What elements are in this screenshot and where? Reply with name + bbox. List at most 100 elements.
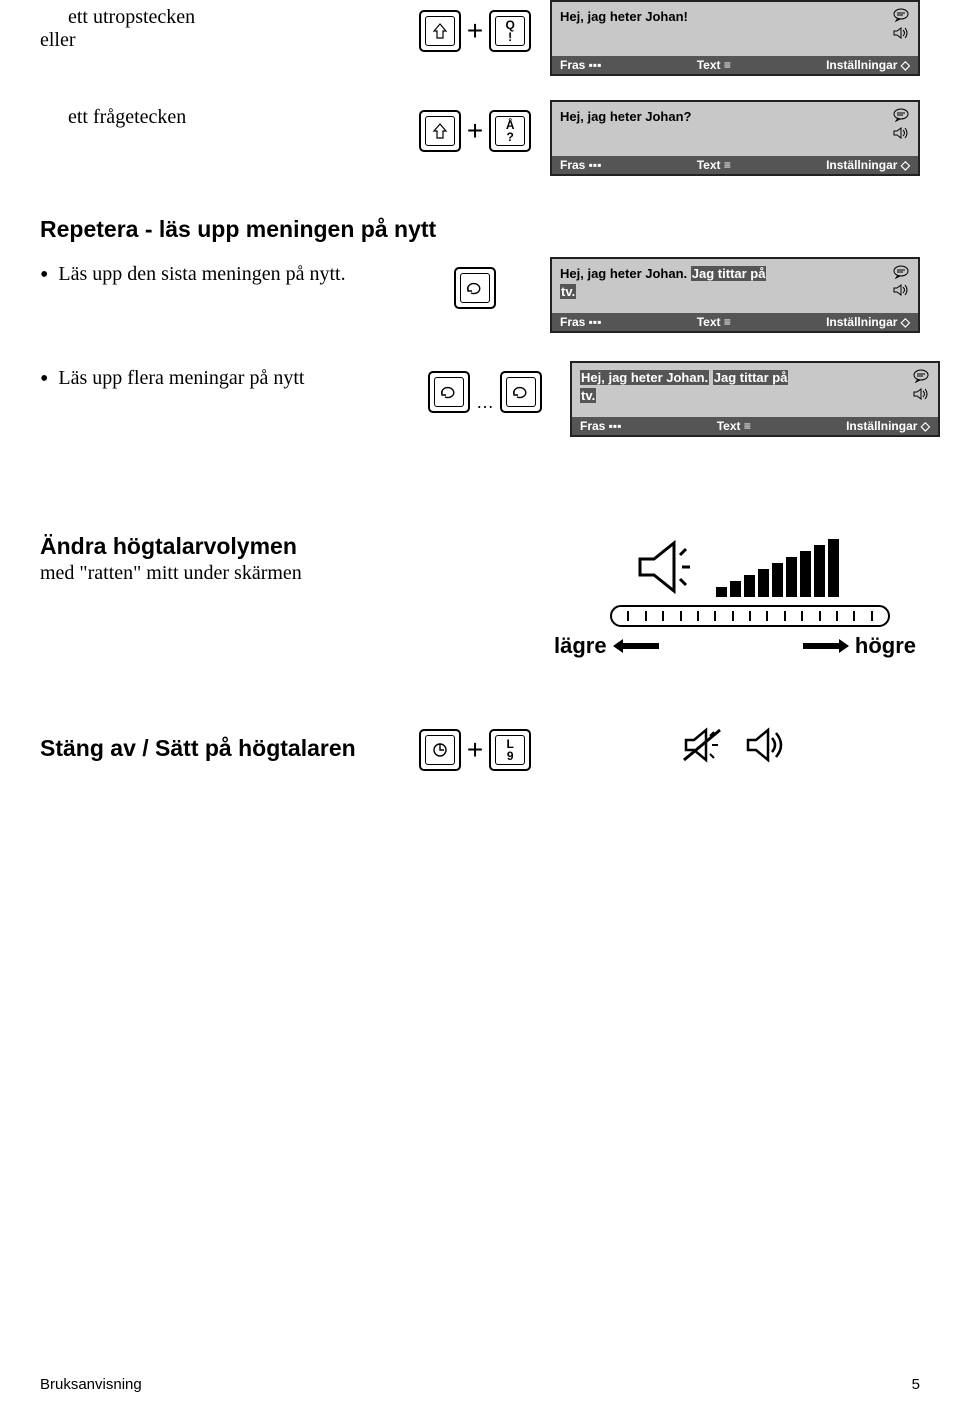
speech-bubble-icon bbox=[892, 8, 910, 22]
key-label-bot: ! bbox=[508, 31, 512, 43]
bullet-icon: • bbox=[40, 369, 48, 389]
vol-higher-group: högre bbox=[803, 633, 916, 659]
bar-inst: Inställningar ◇ bbox=[826, 158, 910, 172]
screen-text: Hej, jag heter Johan! bbox=[560, 8, 688, 26]
screen-content: Hej, jag heter Johan! bbox=[552, 2, 918, 56]
shift-key-icon bbox=[419, 10, 461, 52]
vol-tick bbox=[766, 611, 768, 621]
left-text: • Läs upp flera meningar på nytt bbox=[40, 361, 400, 390]
screen-side-icons bbox=[892, 108, 910, 140]
repeat-key-icon bbox=[428, 371, 470, 413]
repeat-key-icon bbox=[454, 267, 496, 309]
screen-part-a: Hej, jag heter Johan. bbox=[560, 266, 687, 281]
vol-tick bbox=[662, 611, 664, 621]
plus-icon: + bbox=[467, 115, 483, 147]
vol-tick bbox=[836, 611, 838, 621]
row-speaker-toggle: Stäng av / Sätt på högtalaren + L9 bbox=[40, 719, 920, 771]
screen-text: Hej, jag heter Johan. Jag tittar på tv. bbox=[580, 369, 788, 405]
volume-subtitle: med "ratten" mitt under skärmen bbox=[40, 562, 460, 585]
screen-side-icons bbox=[892, 8, 910, 40]
vol-bar bbox=[800, 551, 811, 597]
bar-inst: Inställningar ◇ bbox=[846, 419, 930, 433]
lcd-screen-1: Hej, jag heter Johan! Fras ▪▪▪ Text ≡ In… bbox=[550, 0, 920, 76]
vol-bar bbox=[828, 539, 839, 597]
screen-highlight-b: Jag tittar på bbox=[713, 370, 789, 385]
screen-menu-bar: Fras ▪▪▪ Text ≡ Inställningar ◇ bbox=[552, 56, 918, 74]
screen-menu-bar: Fras ▪▪▪ Text ≡ Inställningar ◇ bbox=[552, 313, 918, 331]
screen-side-icons bbox=[912, 369, 930, 401]
text-fragetecken: ett frågetecken bbox=[40, 106, 400, 129]
left-text: ett utropstecken eller bbox=[40, 0, 400, 52]
large-speaker-icon bbox=[632, 537, 702, 597]
vol-tick bbox=[784, 611, 786, 621]
heading-volume: Ändra högtalarvolymen bbox=[40, 533, 460, 560]
vol-bar bbox=[744, 575, 755, 597]
q-key: Q! bbox=[489, 10, 531, 52]
screen-col: Hej, jag heter Johan. Jag tittar på tv. … bbox=[570, 361, 940, 437]
screen-highlight-a: Hej, jag heter Johan. bbox=[580, 370, 709, 385]
vol-higher-label: högre bbox=[855, 633, 916, 659]
speech-bubble-icon bbox=[892, 265, 910, 279]
plus-icon: + bbox=[467, 734, 483, 766]
row-volume: Ändra högtalarvolymen med "ratten" mitt … bbox=[40, 527, 920, 669]
keys-repeat-many: … bbox=[400, 361, 570, 413]
speaker-on-icon bbox=[744, 726, 788, 764]
vol-tick bbox=[819, 611, 821, 621]
bullet-icon: • bbox=[40, 265, 48, 285]
speaker-mute-icon bbox=[682, 726, 726, 764]
volume-slider bbox=[610, 605, 890, 627]
lcd-screen-4: Hej, jag heter Johan. Jag tittar på tv. … bbox=[570, 361, 940, 437]
lcd-screen-2: Hej, jag heter Johan? Fras ▪▪▪ Text ≡ In… bbox=[550, 100, 920, 176]
volume-diagram-wrap: lägre högre bbox=[460, 527, 920, 669]
keys-exclamation: + Q! bbox=[400, 0, 550, 52]
bar-text: Text ≡ bbox=[717, 419, 751, 433]
ellipsis-icon: … bbox=[476, 392, 494, 413]
speaker-icon bbox=[892, 283, 910, 297]
vol-tick bbox=[749, 611, 751, 621]
bar-text: Text ≡ bbox=[697, 315, 731, 329]
left-text: • Läs upp den sista meningen på nytt. bbox=[40, 257, 400, 286]
row-question: ett frågetecken + Å? Hej, jag heter Joha… bbox=[40, 100, 920, 176]
row-repeat-many: • Läs upp flera meningar på nytt … Hej, … bbox=[40, 361, 920, 437]
screen-text: Hej, jag heter Johan? bbox=[560, 108, 691, 126]
screen-side-icons bbox=[892, 265, 910, 297]
heading-speaker-toggle: Stäng av / Sätt på högtalaren bbox=[40, 735, 400, 762]
text-utropstecken: ett utropstecken bbox=[40, 6, 400, 29]
bar-fras: Fras ▪▪▪ bbox=[560, 315, 601, 329]
repeat-key-icon bbox=[500, 371, 542, 413]
bar-inst: Inställningar ◇ bbox=[826, 315, 910, 329]
bar-fras: Fras ▪▪▪ bbox=[560, 58, 601, 72]
arrow-right-icon bbox=[803, 639, 849, 653]
vol-lower-group: lägre bbox=[554, 633, 659, 659]
footer-page-number: 5 bbox=[912, 1376, 920, 1393]
heading-repetera: Repetera - läs upp meningen på nytt bbox=[40, 216, 920, 243]
screen-menu-bar: Fras ▪▪▪ Text ≡ Inställningar ◇ bbox=[552, 156, 918, 174]
vol-tick bbox=[732, 611, 734, 621]
bar-inst: Inställningar ◇ bbox=[826, 58, 910, 72]
screen-col: Hej, jag heter Johan. Jag tittar på tv. … bbox=[550, 257, 920, 333]
screen-menu-bar: Fras ▪▪▪ Text ≡ Inställningar ◇ bbox=[572, 417, 938, 435]
keys-repeat bbox=[400, 257, 550, 309]
speech-bubble-icon bbox=[892, 108, 910, 122]
bullet-item: • Läs upp den sista meningen på nytt. bbox=[40, 263, 400, 286]
speaker-icon bbox=[892, 126, 910, 140]
vol-tick bbox=[853, 611, 855, 621]
volume-top bbox=[550, 537, 920, 597]
bullet-item: • Läs upp flera meningar på nytt bbox=[40, 367, 400, 390]
vol-lower-label: lägre bbox=[554, 633, 607, 659]
row-exclamation: ett utropstecken eller + Q! Hej, jag het… bbox=[40, 0, 920, 76]
speech-bubble-icon bbox=[912, 369, 930, 383]
volume-bars bbox=[716, 539, 839, 597]
screen-highlight-c: tv. bbox=[580, 388, 596, 403]
screen-highlight-b: Jag tittar på bbox=[691, 266, 767, 281]
keys-speaker-toggle: + L9 bbox=[400, 719, 550, 771]
vol-tick bbox=[645, 611, 647, 621]
screen-highlight-c: tv. bbox=[560, 284, 576, 299]
vol-tick bbox=[627, 611, 629, 621]
volume-diagram: lägre högre bbox=[550, 527, 920, 669]
left-text: ett frågetecken bbox=[40, 100, 400, 129]
left-text: Ändra högtalarvolymen med "ratten" mitt … bbox=[40, 527, 460, 585]
shift-key-icon bbox=[419, 110, 461, 152]
row-repeat-last: • Läs upp den sista meningen på nytt. He… bbox=[40, 257, 920, 333]
footer-title: Bruksanvisning bbox=[40, 1376, 142, 1393]
